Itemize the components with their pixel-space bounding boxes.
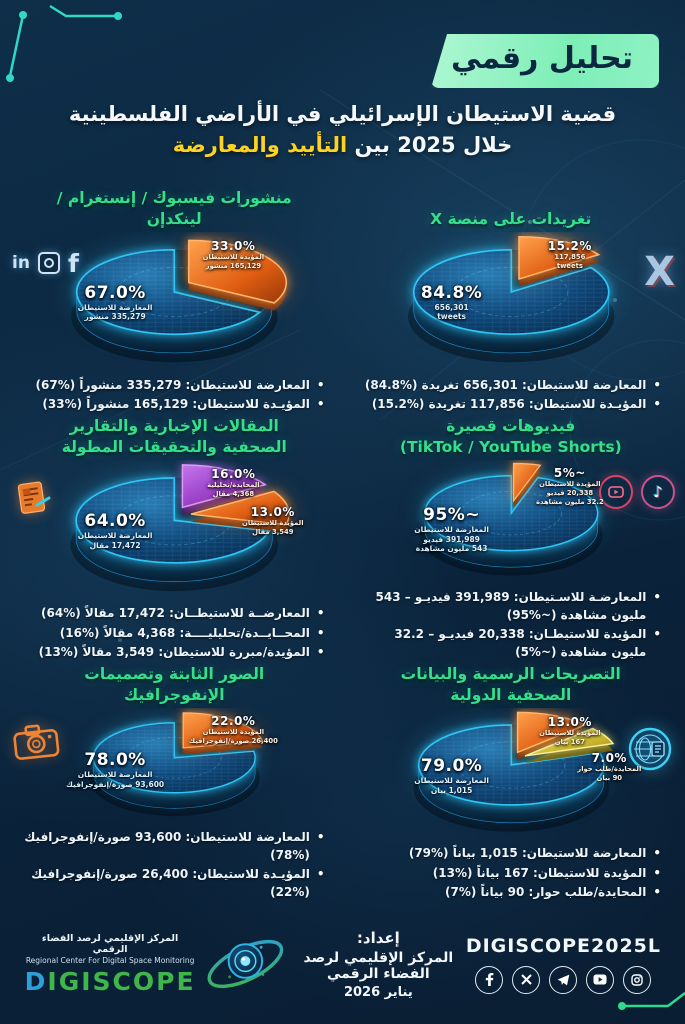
main-title: قضية الاستيطان الإسرائيلي في الأراضي الف… [0, 102, 685, 157]
pie-chart: X 84.8% 656,301 tweets 15.2% 117,856 tweets [347, 232, 675, 373]
footer: المركز الإقليمي لرصد الفضاء الرقمي Regio… [0, 912, 685, 1016]
globe-press-icon [625, 724, 675, 774]
stat-item: • المؤيـدة للاستيطان: 26,400 صورة/إنفوجرا… [31, 866, 325, 900]
pie-svg [419, 462, 603, 576]
platform-section: التصريحات الرسمية والبيانات الصحفية الدول… [347, 662, 676, 902]
platform-section: المقالات الإخبارية والتقارير الصحفية والت… [10, 414, 339, 662]
facebook-instagram-linkedin-icons: f in [12, 249, 79, 278]
stats-list: • المعارضــة للاستيطــان: 17,472 مقالاً (… [10, 604, 339, 662]
stat-item: • المحــايــدة/تحليليــــة: 4,368 مقالاً … [59, 625, 325, 640]
section-title-line: التصريحات الرسمية والبيانات [400, 665, 621, 684]
tiktok-youtube-icons: ♪ [599, 474, 675, 509]
section-title: فيديوهات قصيرة (TikTok / YouTube Shorts) [400, 414, 622, 458]
instagram-icon [37, 252, 60, 275]
digiscope-handle: DIGISCOPE2025L [465, 934, 661, 957]
title-line-1: قضية الاستيطان الإسرائيلي في الأراضي الف… [68, 102, 617, 126]
stats-list: • المعارضـة للاسـتيطان: 391,989 فيديـو – … [347, 588, 676, 662]
eye-orbit-logo-icon [207, 939, 284, 989]
pie-svg [70, 464, 290, 592]
pie-svg [71, 239, 288, 363]
stat-item: • المعارضة للاستيطان: 656,301 تغريدة (%84… [364, 377, 661, 392]
social-icons [466, 965, 661, 994]
stats-list: • المعارضة للاستيطان: 1,015 بياناً (%79) •… [347, 844, 676, 902]
stat-item: • المعارضة للاستيطان: 335,279 منشوراً (%6… [35, 377, 325, 392]
section-title-line: منشورات فيسبوك / إنستغرام / [56, 189, 292, 208]
prepared-by: إعداد: المركز الإقليمي لرصد الفضاء الرقم… [291, 929, 466, 1000]
platform-section: فيديوهات قصيرة (TikTok / YouTube Shorts) … [347, 414, 676, 662]
pie-chart: 79.0% المعارضة للاستيطان 1,015 بيان 13.0% ال… [347, 708, 676, 841]
telegram-icon[interactable] [549, 965, 578, 994]
digiscope-logo: المركز الإقليمي لرصد الفضاء الرقمي Regio… [24, 925, 291, 1003]
globe-press-icon [628, 727, 672, 771]
brand-wordmark: DIGISCOPE [24, 966, 196, 996]
title-line-2-prefix: خلال 2025 بين [347, 133, 513, 157]
section-title-line: الإنفوجرافيك [123, 686, 225, 705]
stat-item: • المؤيـدة للاستيطان: 165,129 منشوراً (%3… [42, 396, 325, 411]
prepared-org: المركز الإقليمي لرصد الفضاء الرقمي [303, 949, 454, 982]
platform-section: منشورات فيسبوك / إنستغرام / لينكدإن f in 6… [10, 186, 339, 414]
pie-chart: 64.0% المعارضة للاستيطان 17,472 مقال 16.0% ا… [10, 460, 339, 601]
section-title-line: (TikTok / YouTube Shorts) [399, 438, 622, 457]
stat-item: • المعارضة للاستيطان: 1,015 بياناً (%79) [408, 846, 661, 861]
section-title-line: المقالات الإخبارية والتقارير [69, 417, 279, 436]
stat-item: • المؤيـدة للاستيطان: 117,856 تغريدة (%15… [371, 396, 661, 411]
stat-item: • المؤيدة/مبررة للاستيطان: 3,549 مقالاً (… [38, 644, 325, 659]
stat-item: • المحايدة/طلب حوار: 90 بياناً (%7) [445, 884, 661, 899]
charts-grid: تغريدات على منصة X X 84.8% 656,301 tweets 1… [10, 186, 675, 902]
section-title-line: الصور الثابتة وتصميمات [84, 665, 265, 684]
stats-list: • المعارضة للاستيطان: 335,279 منشوراً (%6… [10, 376, 339, 414]
stat-item: • المعارضـة للاسـتيطان: 391,989 فيديـو – … [375, 589, 661, 623]
title-line-2-highlight: التأييد والمعارضة [172, 133, 348, 157]
stats-list: • المعارضة للاستيطان: 656,301 تغريدة (%84… [347, 376, 676, 414]
header-badge: تحليل رقمي [431, 34, 659, 88]
section-title: تغريدات على منصة X [430, 186, 591, 230]
stat-item: • المعارضة للاستيطان: 93,600 صورة/إنفوجرا… [24, 829, 325, 863]
stat-item: • المعارضــة للاستيطــان: 17,472 مقالاً (… [41, 606, 325, 621]
pie-svg [88, 712, 264, 817]
youtube-icon [599, 474, 633, 509]
section-title-line: تغريدات على منصة X [430, 210, 592, 229]
tiktok-icon: ♪ [641, 474, 675, 509]
platform-section: الصور الثابتة وتصميمات الإنفوجرافيك 78.0%… [10, 662, 339, 902]
stat-item: • المؤيدة للاستيطـان: 20,338 فيديـو – 32.… [394, 626, 661, 660]
facebook-icon[interactable] [475, 965, 504, 994]
section-title: منشورات فيسبوك / إنستغرام / لينكدإن [57, 186, 292, 230]
newspaper-icon [17, 481, 51, 514]
title-line-2: خلال 2025 بين التأييد والمعارضة [0, 133, 685, 157]
pie-svg [412, 711, 614, 832]
camera-icon [13, 724, 60, 760]
platform-section: تغريدات على منصة X X 84.8% 656,301 tweets 1… [347, 186, 676, 414]
pie-chart: f in 67.0% المعارضة للاستيطان 335,279 منشور… [10, 232, 339, 373]
x-icon: X [644, 249, 675, 295]
section-title-line: لينكدإن [146, 210, 202, 229]
prepared-date: يناير 2026 [343, 984, 413, 1000]
stats-list: • المعارضة للاستيطان: 93,600 صورة/إنفوجرا… [10, 828, 339, 902]
section-title: المقالات الإخبارية والتقارير الصحفية والت… [62, 414, 287, 458]
pie-chart: 78.0% المعارضة للاستيطان 93,600 صورة/إنفوج… [10, 708, 339, 825]
camera-icon [12, 722, 60, 760]
x-platform-icon: X [644, 248, 675, 295]
section-title-line: الصحفية والتحقيقات المطولة [61, 438, 287, 457]
instagram-icon[interactable] [623, 965, 652, 994]
youtube-icon[interactable] [586, 965, 615, 994]
section-title: التصريحات الرسمية والبيانات الصحفية الدول… [401, 662, 621, 706]
x-icon[interactable] [512, 965, 541, 994]
section-title-line: فيديوهات قصيرة [446, 417, 576, 436]
facebook-icon: f [67, 248, 79, 278]
news-article-icon [12, 477, 54, 519]
section-title-line: الصحفية الدولية [450, 686, 572, 705]
pie-chart: ♪ ~95% المعارضة للاستيطان 391,989 فيديو 543… [347, 460, 675, 585]
logo-title-english: Regional Center For Digital Space Monito… [25, 955, 195, 965]
linkedin-icon: in [12, 253, 30, 274]
section-title: الصور الثابتة وتصميمات الإنفوجرافيك [84, 662, 264, 706]
handle-block: DIGISCOPE2025L [466, 935, 661, 994]
pie-svg [407, 236, 614, 363]
prepared-label: إعداد: [356, 928, 400, 947]
stat-item: • المؤيدة للاستيطان: 167 بياناً (%13) [432, 865, 661, 880]
logo-title-arabic: المركز الإقليمي لرصد الفضاء الرقمي [41, 932, 179, 955]
